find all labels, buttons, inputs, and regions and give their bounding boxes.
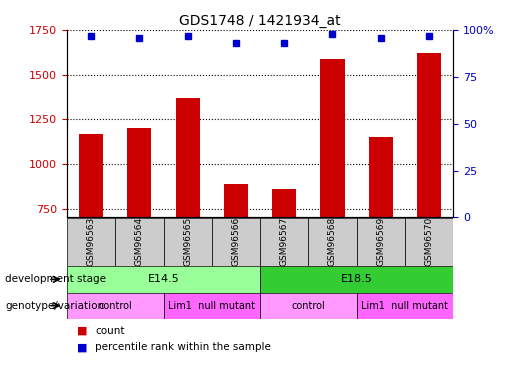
- Text: GSM96566: GSM96566: [231, 217, 241, 267]
- FancyBboxPatch shape: [115, 217, 163, 266]
- Bar: [369, 137, 393, 218]
- Text: GSM96570: GSM96570: [424, 217, 434, 267]
- FancyBboxPatch shape: [260, 217, 308, 266]
- FancyBboxPatch shape: [308, 217, 356, 266]
- Text: genotype/variation: genotype/variation: [5, 301, 104, 310]
- Text: E18.5: E18.5: [341, 274, 372, 284]
- FancyBboxPatch shape: [163, 217, 212, 266]
- Bar: [224, 184, 248, 218]
- Text: control: control: [291, 301, 325, 310]
- Bar: [320, 58, 345, 217]
- FancyBboxPatch shape: [67, 217, 115, 266]
- Bar: [417, 53, 441, 217]
- Text: GSM96565: GSM96565: [183, 217, 192, 267]
- Text: GSM96568: GSM96568: [328, 217, 337, 267]
- Text: Lim1  null mutant: Lim1 null mutant: [168, 301, 255, 310]
- Text: GSM96567: GSM96567: [280, 217, 289, 267]
- FancyBboxPatch shape: [356, 292, 453, 319]
- Text: GSM96564: GSM96564: [135, 217, 144, 266]
- FancyBboxPatch shape: [163, 292, 260, 319]
- Text: percentile rank within the sample: percentile rank within the sample: [95, 342, 271, 352]
- Bar: [176, 98, 200, 218]
- FancyBboxPatch shape: [260, 266, 453, 292]
- Text: count: count: [95, 326, 125, 336]
- Text: Lim1  null mutant: Lim1 null mutant: [362, 301, 449, 310]
- Bar: [79, 134, 103, 218]
- Text: development stage: development stage: [5, 274, 106, 284]
- FancyBboxPatch shape: [67, 266, 260, 292]
- FancyBboxPatch shape: [405, 217, 453, 266]
- Text: ■: ■: [77, 342, 88, 352]
- Text: control: control: [98, 301, 132, 310]
- Text: GSM96569: GSM96569: [376, 217, 385, 267]
- Text: GSM96563: GSM96563: [87, 217, 96, 267]
- FancyBboxPatch shape: [212, 217, 260, 266]
- FancyBboxPatch shape: [356, 217, 405, 266]
- Bar: [127, 128, 151, 217]
- Text: E14.5: E14.5: [148, 274, 179, 284]
- Bar: [272, 189, 296, 217]
- FancyBboxPatch shape: [67, 292, 163, 319]
- Title: GDS1748 / 1421934_at: GDS1748 / 1421934_at: [179, 13, 341, 28]
- Text: ■: ■: [77, 326, 88, 336]
- FancyBboxPatch shape: [260, 292, 356, 319]
